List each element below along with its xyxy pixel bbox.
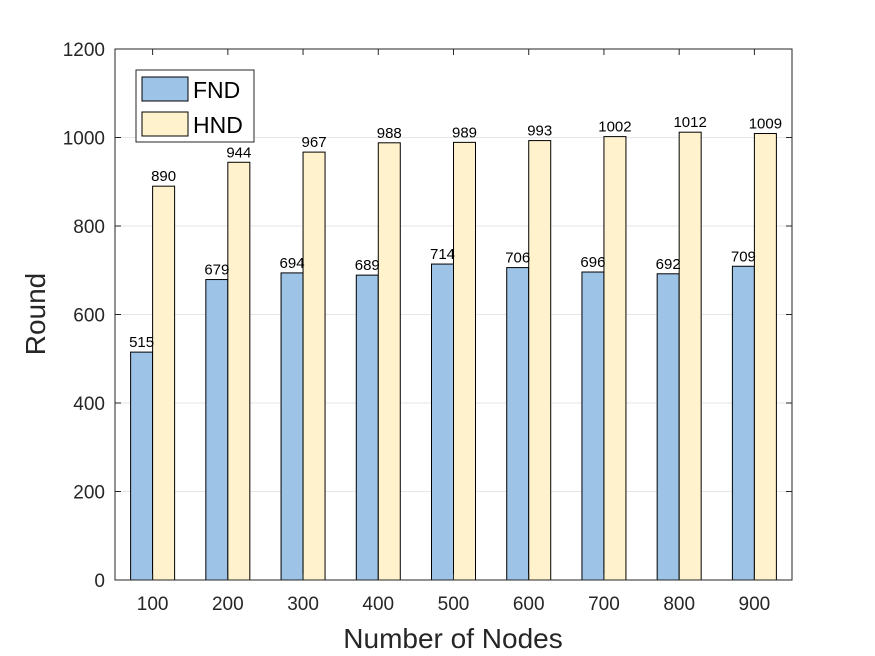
bar-fnd xyxy=(280,272,304,581)
data-label-fnd: 696 xyxy=(580,254,605,271)
bar-hnd xyxy=(377,142,401,581)
data-label-hnd: 989 xyxy=(452,124,477,141)
data-label-fnd: 706 xyxy=(505,250,530,267)
x-tick-label: 700 xyxy=(588,594,620,615)
bar-fnd xyxy=(130,351,154,581)
data-label-hnd: 1009 xyxy=(749,116,782,133)
bar-hnd xyxy=(302,151,326,581)
y-tick-label: 1200 xyxy=(63,40,105,61)
data-label-hnd: 944 xyxy=(226,144,251,161)
y-tick-label: 600 xyxy=(73,306,105,327)
data-label-fnd: 694 xyxy=(280,255,305,272)
y-tick-label: 800 xyxy=(73,217,105,238)
x-tick-label: 600 xyxy=(513,594,545,615)
x-tick-label: 200 xyxy=(212,594,244,615)
x-tick-label: 800 xyxy=(663,594,695,615)
data-label-fnd: 679 xyxy=(204,262,229,279)
data-label-fnd: 709 xyxy=(731,248,756,265)
data-label-fnd: 515 xyxy=(129,334,154,351)
bar-fnd xyxy=(656,273,680,581)
data-label-hnd: 1002 xyxy=(598,119,631,136)
legend-label-hnd: HND xyxy=(193,112,243,138)
legend: FND HND xyxy=(135,69,255,143)
bar-hnd xyxy=(453,141,476,581)
legend-swatch-fnd xyxy=(141,76,189,102)
data-label-fnd: 714 xyxy=(430,246,455,263)
axes: 0 200 400 600 800 1000 1200 100 200 300 400 500 600 7… xyxy=(63,40,793,615)
bar-hnd xyxy=(152,185,176,581)
bar-hnd xyxy=(603,136,627,581)
bar-fnd xyxy=(581,271,605,581)
data-label-fnd: 689 xyxy=(355,257,380,274)
bars xyxy=(130,131,777,581)
data-label-hnd: 988 xyxy=(377,125,402,142)
y-tick-label: 1000 xyxy=(63,129,105,150)
bar-hnd xyxy=(227,161,251,581)
y-tick-label: 0 xyxy=(94,571,105,592)
bar-hnd xyxy=(528,140,552,581)
bar-hnd xyxy=(678,131,702,581)
plot-frame xyxy=(114,48,793,581)
data-labels: 515 890 679 944 694 967 689 988 714 989 706 993 696 1… xyxy=(129,114,782,351)
data-label-hnd: 890 xyxy=(151,168,176,185)
x-tick-label: 500 xyxy=(438,594,470,615)
y-tick-label: 200 xyxy=(73,483,105,504)
x-axis-title: Number of Nodes xyxy=(343,623,562,654)
x-tick-label: 900 xyxy=(739,594,771,615)
y-axis-title: Round xyxy=(20,273,51,356)
bar-fnd xyxy=(506,267,530,581)
data-label-fnd: 692 xyxy=(656,256,681,273)
bar-fnd xyxy=(205,279,229,581)
bar-fnd xyxy=(731,265,755,581)
legend-label-fnd: FND xyxy=(193,77,240,103)
data-label-hnd: 1012 xyxy=(673,114,706,131)
x-tick-label: 300 xyxy=(287,594,319,615)
bar-fnd xyxy=(355,274,379,581)
bar-hnd xyxy=(753,133,777,581)
data-label-hnd: 993 xyxy=(527,123,552,140)
y-tick-label: 400 xyxy=(73,394,105,415)
data-label-hnd: 967 xyxy=(302,134,327,151)
x-tick-label: 400 xyxy=(362,594,394,615)
bar-fnd xyxy=(431,263,454,581)
legend-swatch-hnd xyxy=(141,111,189,137)
x-tick-label: 100 xyxy=(137,594,169,615)
